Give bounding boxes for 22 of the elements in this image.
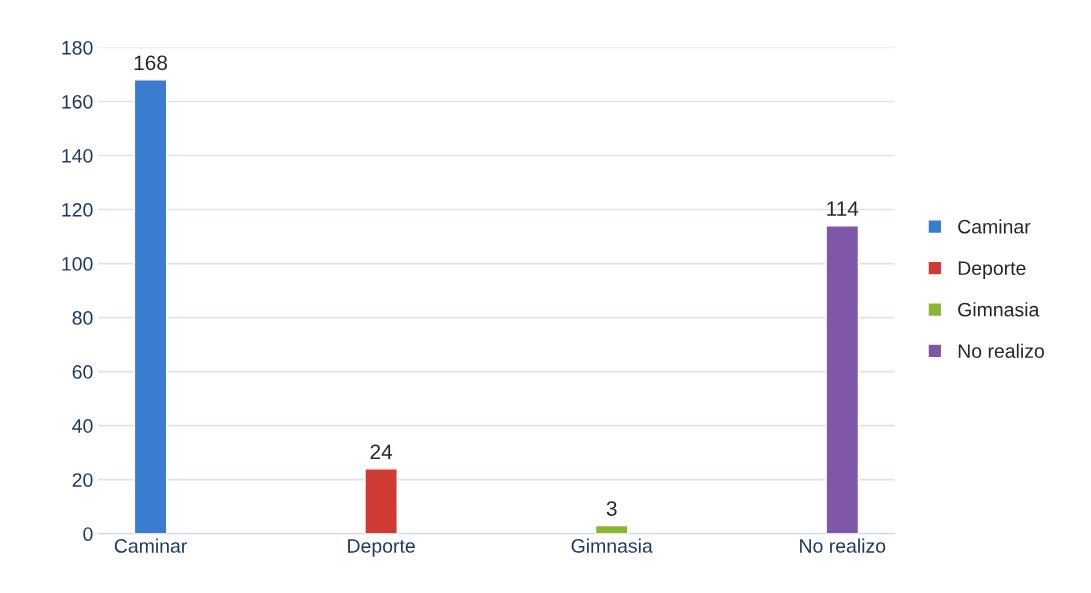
data-label: 114	[827, 201, 859, 216]
legend-label: No realizo	[958, 343, 1044, 358]
x-tick-label: Gimnasia	[571, 538, 653, 553]
y-tick-label: 20	[72, 473, 93, 487]
y-tick-label: 60	[72, 365, 93, 379]
y-tick-label: 160	[62, 94, 93, 109]
y-tick-label: 120	[62, 202, 93, 217]
x-tick-label: Caminar	[114, 538, 187, 553]
y-tick-label: 180	[62, 40, 93, 55]
legend-label: Deporte	[958, 261, 1026, 279]
y-tick-label: 0	[83, 527, 93, 541]
y-tick-label: 40	[72, 419, 93, 433]
y-tick-label: 140	[62, 148, 93, 163]
x-tick-label: No realizo	[800, 538, 886, 553]
data-label: 168	[134, 55, 168, 71]
x-tick-label: Deporte	[348, 539, 415, 557]
data-label: 24	[370, 444, 393, 459]
legend-label: Gimnasia	[958, 302, 1040, 317]
y-tick-label: 100	[62, 257, 93, 271]
y-tick-label: 80	[72, 311, 93, 325]
data-label: 3	[606, 501, 617, 516]
legend-label: Caminar	[958, 219, 1031, 234]
